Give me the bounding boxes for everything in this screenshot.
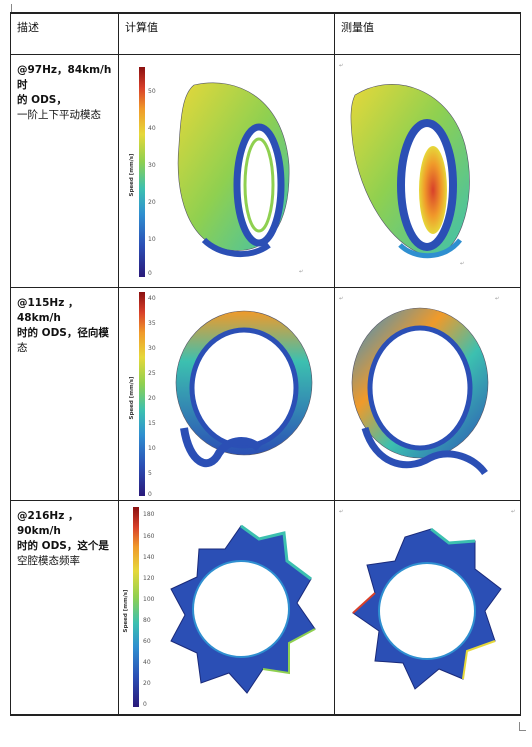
colorbar-tick: 35 bbox=[148, 320, 156, 327]
computed-cell: Speed [mm/s] 50 40 30 20 10 0 bbox=[118, 54, 335, 288]
description-line: 时的 ODS，径向模 bbox=[17, 327, 109, 339]
colorbar-tick: 0 bbox=[148, 491, 152, 498]
measured-ods-figure: ↵ ↵ bbox=[339, 509, 515, 690]
ods-comparison-table: 描述 计算值 测量值 @97Hz，84km/h 时 的 ODS， 一阶上下平动模… bbox=[10, 12, 521, 716]
table-row: @97Hz，84km/h 时 的 ODS， 一阶上下平动模态 bbox=[10, 54, 521, 288]
colorbar-tick: 40 bbox=[148, 125, 156, 132]
description-cell: @97Hz，84km/h 时 的 ODS， 一阶上下平动模态 bbox=[10, 54, 119, 288]
header-computed: 计算值 bbox=[118, 12, 335, 55]
computed-ods-figure: Speed [mm/s] 50 40 30 20 10 0 bbox=[129, 67, 303, 277]
colorbar bbox=[133, 507, 139, 707]
table-row: @216Hz ， 90km/h 时的 ODS，这个是 空腔模态频率 bbox=[10, 500, 521, 716]
computed-cell: Speed [mm/s] 180 160 140 120 100 80 60 4… bbox=[118, 500, 335, 716]
colorbar-tick: 10 bbox=[148, 445, 156, 452]
colorbar-tick: 40 bbox=[148, 295, 156, 302]
colorbar-tick: 160 bbox=[143, 533, 155, 540]
measured-ods-figure: ↵ ↵ bbox=[339, 296, 499, 476]
colorbar-tick: 20 bbox=[148, 199, 156, 206]
colorbar-tick: 30 bbox=[148, 162, 156, 169]
colorbar-tick: 5 bbox=[148, 470, 152, 477]
colorbar-label: Speed [mm/s] bbox=[129, 376, 135, 419]
description-cell: @115Hz ， 48km/h 时的 ODS，径向模 态 bbox=[10, 287, 119, 501]
description-line: 态 bbox=[17, 342, 28, 354]
measured-cell: ↵ ↵ bbox=[334, 500, 521, 716]
description-line: 一阶上下平动模态 bbox=[17, 109, 101, 121]
colorbar bbox=[139, 67, 145, 277]
corner-marker: ↵ bbox=[339, 509, 343, 515]
colorbar-tick: 80 bbox=[143, 617, 151, 624]
measured-cell: ↵ ↵ bbox=[334, 287, 521, 501]
header-description: 描述 bbox=[10, 12, 119, 55]
colorbar-label: Speed [mm/s] bbox=[123, 589, 129, 632]
colorbar-tick: 60 bbox=[143, 638, 151, 645]
page-corner-mark bbox=[519, 722, 526, 731]
colorbar-tick: 10 bbox=[148, 236, 156, 243]
measured-ods-figure: ↵ ↵ bbox=[339, 63, 470, 267]
colorbar-tick: 30 bbox=[148, 345, 156, 352]
colorbar-tick: 20 bbox=[148, 395, 156, 402]
colorbar-tick: 0 bbox=[148, 270, 152, 277]
tire-mode-shape bbox=[175, 310, 313, 468]
colorbar-tick: 25 bbox=[148, 370, 156, 377]
colorbar-tick: 100 bbox=[143, 596, 155, 603]
description-line: 空腔模态频率 bbox=[17, 555, 80, 567]
tire-mode-shape bbox=[170, 524, 316, 694]
description-line: 时的 ODS，这个是 bbox=[17, 540, 109, 552]
tire-mode-shape bbox=[177, 82, 290, 258]
corner-marker: ↵ bbox=[511, 509, 515, 515]
header-measured: 测量值 bbox=[334, 12, 521, 55]
description-cell: @216Hz ， 90km/h 时的 ODS，这个是 空腔模态频率 bbox=[10, 500, 119, 716]
table-row: @115Hz ， 48km/h 时的 ODS，径向模 态 bbox=[10, 287, 521, 501]
table-header-row: 描述 计算值 测量值 bbox=[10, 12, 521, 55]
corner-marker: ↵ bbox=[495, 296, 499, 302]
colorbar-tick: 140 bbox=[143, 554, 155, 561]
colorbar-tick: 15 bbox=[148, 420, 156, 427]
colorbar-label: Speed [mm/s] bbox=[129, 153, 135, 196]
computed-cell: Speed [mm/s] 40 35 30 25 20 15 10 5 0 bbox=[118, 287, 335, 501]
description-line: @97Hz，84km/h 时 bbox=[17, 64, 112, 91]
computed-ods-figure: Speed [mm/s] 180 160 140 120 100 80 60 4… bbox=[123, 507, 316, 708]
measured-cell: ↵ ↵ bbox=[334, 54, 521, 288]
corner-marker: ↵ bbox=[299, 269, 303, 275]
computed-ods-figure: Speed [mm/s] 40 35 30 25 20 15 10 5 0 bbox=[129, 292, 313, 498]
description-line: 的 ODS， bbox=[17, 94, 67, 106]
corner-marker: ↵ bbox=[460, 261, 464, 267]
description-line: @216Hz ， 90km/h bbox=[17, 510, 79, 537]
corner-marker: ↵ bbox=[339, 63, 343, 69]
colorbar-tick: 20 bbox=[143, 680, 151, 687]
colorbar-tick: 180 bbox=[143, 511, 155, 518]
colorbar bbox=[139, 292, 145, 496]
colorbar-tick: 0 bbox=[143, 701, 147, 708]
colorbar-tick: 50 bbox=[148, 88, 156, 95]
colorbar-tick: 40 bbox=[143, 659, 151, 666]
colorbar-tick: 120 bbox=[143, 575, 155, 582]
corner-marker: ↵ bbox=[339, 296, 343, 302]
description-line: @115Hz ， 48km/h bbox=[17, 297, 79, 324]
